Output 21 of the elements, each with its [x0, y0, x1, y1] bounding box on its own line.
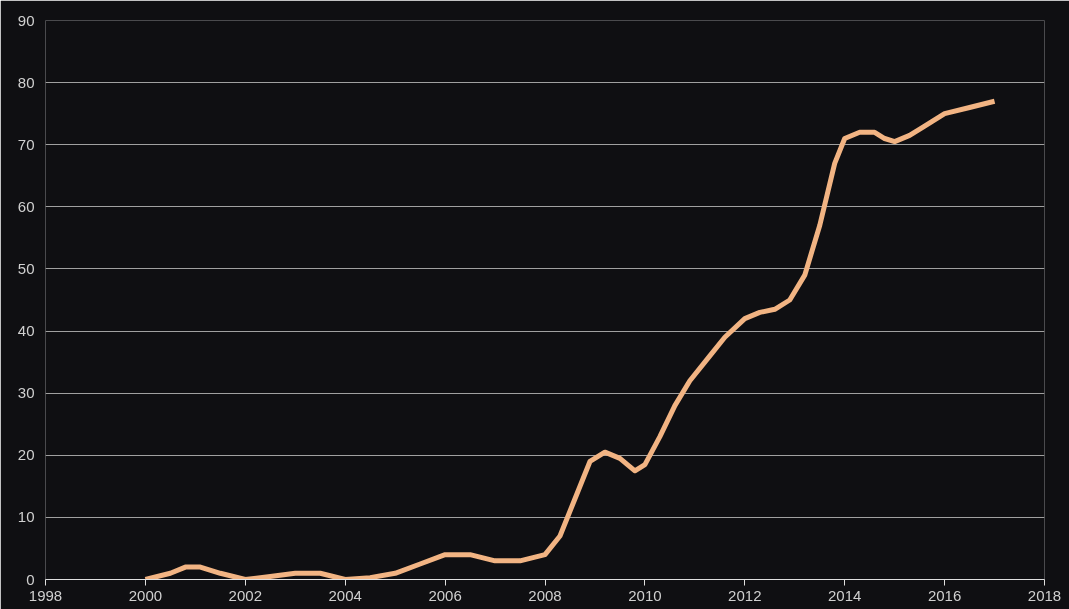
y-tick-label: 60 — [17, 197, 35, 215]
y-tick-label: 10 — [17, 508, 35, 526]
y-tick-label: 40 — [17, 322, 35, 340]
x-tick-label: 2008 — [528, 586, 562, 604]
x-tick-label: 2012 — [728, 586, 762, 604]
x-tick-label: 2004 — [328, 586, 362, 604]
y-tick-label: 90 — [17, 11, 35, 29]
x-tick-label: 2000 — [128, 586, 163, 604]
x-tick-label: 2002 — [228, 586, 262, 604]
y-tick-label: 30 — [17, 384, 35, 402]
x-tick-label: 2016 — [927, 586, 962, 604]
y-tick-label: 0 — [26, 570, 35, 588]
y-tick-label: 80 — [17, 73, 35, 91]
y-tick-label: 20 — [17, 446, 35, 464]
x-tick-label: 1998 — [28, 586, 63, 604]
x-tick-label: 2018 — [1027, 586, 1062, 604]
x-tick-label: 2006 — [428, 586, 462, 604]
x-tick-label: 2014 — [828, 586, 862, 604]
y-tick-label: 70 — [17, 135, 35, 153]
x-tick-label: 2010 — [628, 586, 662, 604]
y-tick-label: 50 — [17, 259, 35, 277]
